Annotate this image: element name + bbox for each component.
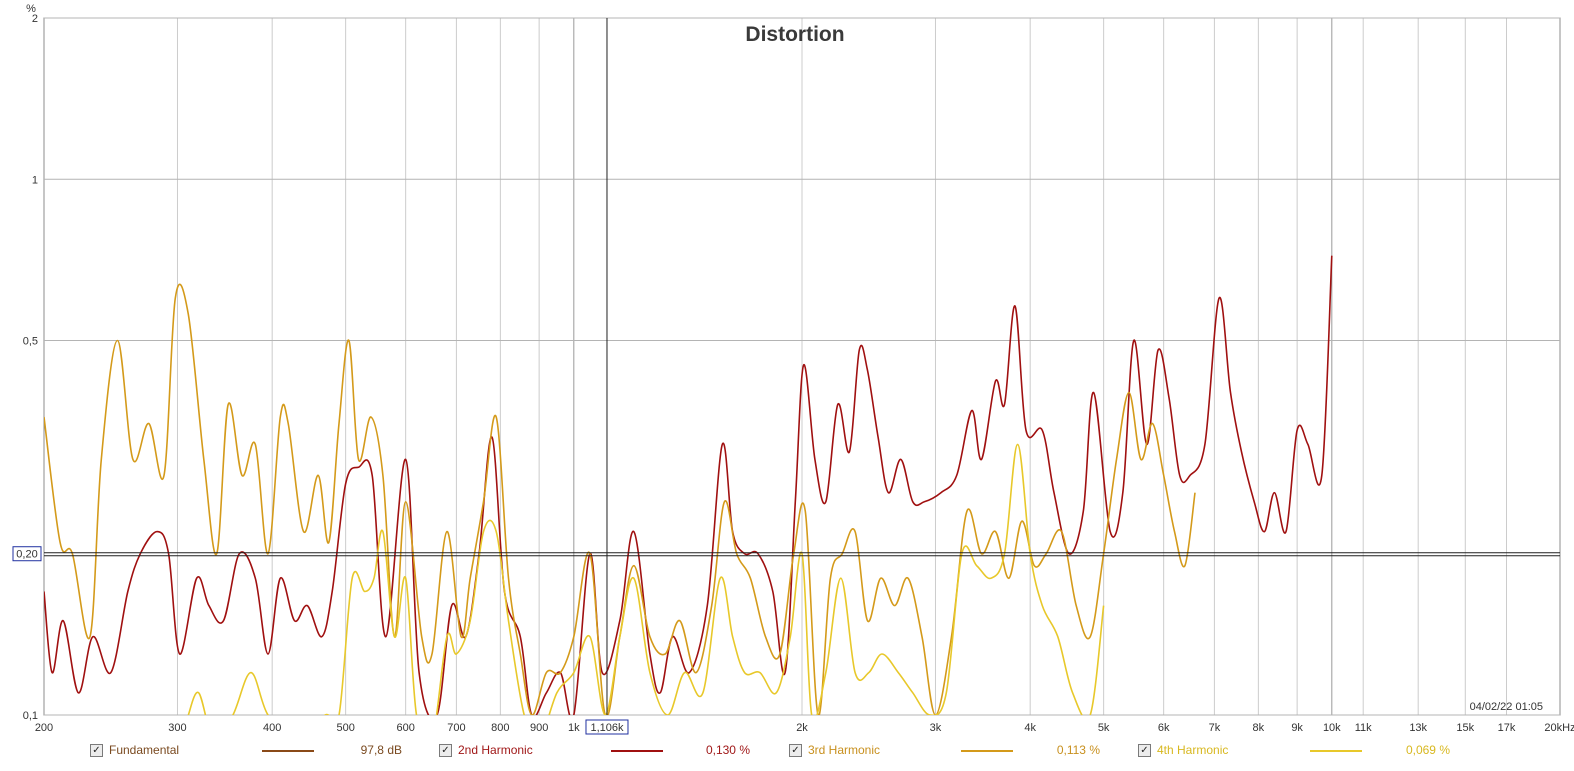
series-line-3rd-harmonic (44, 283, 1196, 715)
x-tick-label: 10k (1323, 722, 1341, 734)
legend-swatch-4th-harmonic (1310, 750, 1362, 752)
x-tick-label: 900 (530, 722, 548, 734)
legend-label-3rd-harmonic: 3rd Harmonic (808, 743, 881, 757)
legend-label-fundamental: Fundamental (109, 743, 180, 757)
y-tick-label: 1 (32, 174, 38, 186)
x-tick-label: 5k (1098, 722, 1110, 734)
cursor-y-box (12, 546, 42, 562)
y-tick-label: 0,1 (23, 710, 38, 722)
legend-value-3rd-harmonic: 0,113 % (1056, 743, 1100, 757)
x-tick-label: 17k (1498, 722, 1516, 734)
timestamp: 04/02/22 01:05 (1470, 701, 1543, 713)
x-tick-label: 4k (1024, 722, 1036, 734)
series-line-4th-harmonic (187, 443, 1105, 715)
x-tick-label: 200 (35, 722, 53, 734)
y-tick-label: 0,5 (23, 336, 38, 348)
label-layer: 200 300 400 500 600 700 800 900 1k 2k 3k 4k 5k 6k 7k 8k… (23, 13, 1574, 734)
x-tick-label: 400 (263, 722, 281, 734)
cursor-y-label: 0,20 (16, 549, 37, 561)
legend-value-2nd-harmonic: 0,130 % (705, 743, 750, 757)
cursor-layer[interactable]: 1,106k 0,20 (12, 18, 1560, 735)
legend-item-fundamental[interactable]: ✓ Fundamental 97,8 dB (0, 741, 430, 763)
y-axis-unit: % (26, 3, 36, 15)
x-tick-label: 8k (1253, 722, 1265, 734)
checkbox-4th-harmonic[interactable]: ✓ (1138, 744, 1151, 757)
x-tick-label: 7k (1209, 722, 1221, 734)
checkbox-3rd-harmonic[interactable]: ✓ (789, 744, 802, 757)
legend-label-4th-harmonic: 4th Harmonic (1157, 743, 1229, 757)
x-tick-label: 500 (336, 722, 354, 734)
legend-item-2nd-harmonic[interactable]: ✓ 2nd Harmonic 0,130 % (0, 741, 750, 763)
x-tick-label: 700 (447, 722, 465, 734)
checkbox-2nd-harmonic[interactable]: ✓ (439, 744, 452, 757)
x-tick-label: 20kHz (1544, 722, 1574, 734)
x-tick-label: 300 (168, 722, 186, 734)
legend-swatch-fundamental (262, 750, 314, 752)
chart-title: Distortion (745, 23, 844, 46)
x-tick-label: 3k (930, 722, 942, 734)
x-tick-label: 800 (491, 722, 509, 734)
x-tick-label: 6k (1158, 722, 1170, 734)
y-tick-label: 2 (32, 13, 38, 25)
x-tick-label: 11k (1355, 722, 1372, 734)
cursor-x-label: 1,106k (590, 722, 624, 734)
x-tick-label: 9k (1291, 722, 1303, 734)
x-tick-label: 1k (568, 722, 580, 734)
cursor-x-box (585, 719, 629, 735)
grid-layer (43, 17, 1561, 716)
legend-label-2nd-harmonic: 2nd Harmonic (458, 743, 533, 757)
x-tick-label: 600 (396, 722, 414, 734)
legend-item-4th-harmonic[interactable]: ✓ 4th Harmonic 0,069 % (0, 741, 1450, 763)
legend-swatch-3rd-harmonic (961, 750, 1013, 752)
legend-value-fundamental: 97,8 dB (360, 743, 402, 757)
checkbox-fundamental[interactable]: ✓ (90, 744, 103, 757)
x-tick-label: 15k (1456, 722, 1474, 734)
series-line-2nd-harmonic (44, 255, 1333, 715)
legend-swatch-2nd-harmonic (611, 750, 663, 752)
legend-item-3rd-harmonic[interactable]: ✓ 3rd Harmonic 0,113 % (0, 741, 1100, 763)
x-tick-label: 13k (1409, 722, 1427, 734)
series-layer (44, 255, 1333, 715)
x-tick-label: 2k (796, 722, 808, 734)
legend-value-4th-harmonic: 0,069 % (1405, 743, 1450, 757)
legend: ✓ Fundamental 97,8 dB ✓ 2nd Harmonic 0,1… (0, 741, 1574, 763)
